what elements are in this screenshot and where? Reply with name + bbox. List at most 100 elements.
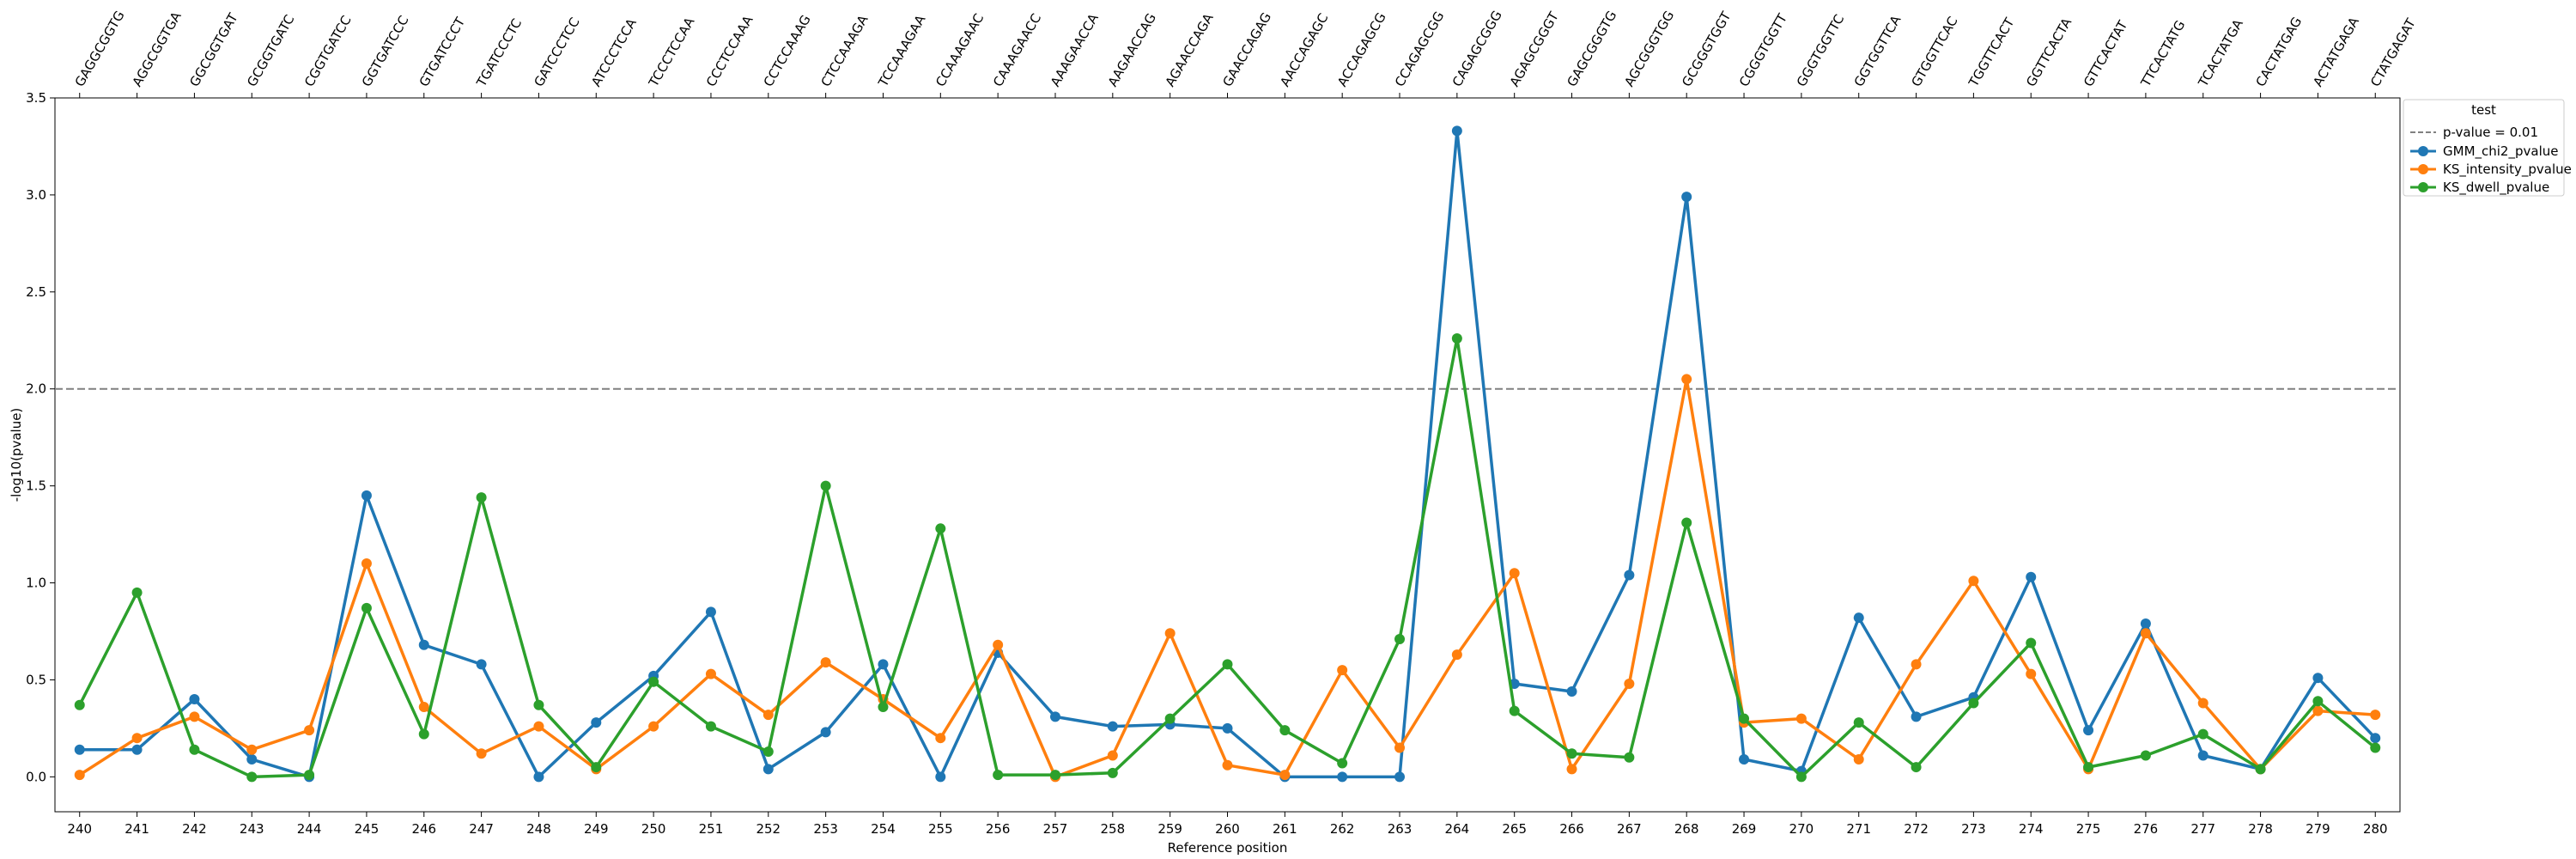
data-point xyxy=(2026,637,2037,649)
x-tick-label: 279 xyxy=(2306,821,2330,837)
x-tick-label: 270 xyxy=(1789,821,1814,837)
series-layer xyxy=(74,125,2381,783)
data-point xyxy=(2197,698,2208,709)
data-point xyxy=(1911,711,1922,722)
data-point xyxy=(1049,770,1060,781)
legend-swatch-marker xyxy=(2418,164,2428,174)
x-tick-label: 249 xyxy=(584,821,609,837)
data-point xyxy=(1451,649,1462,661)
x-tick-label: 241 xyxy=(125,821,149,837)
data-point xyxy=(1795,713,1807,724)
data-point xyxy=(1337,758,1348,769)
data-point xyxy=(533,699,544,710)
x-tick-label: 265 xyxy=(1502,821,1527,837)
axis-labels-layer: Reference position -log10(pvalue) xyxy=(9,408,1287,856)
data-point xyxy=(2083,725,2094,736)
data-point xyxy=(935,733,946,744)
data-point xyxy=(74,770,85,781)
x-tick-label: 248 xyxy=(526,821,551,837)
data-point xyxy=(131,587,143,598)
data-point xyxy=(2312,696,2324,707)
x-tick-label: 269 xyxy=(1732,821,1757,837)
x-tick-label: 251 xyxy=(699,821,724,837)
x-axis-title: Reference position xyxy=(1168,840,1288,856)
x-tick-label: 261 xyxy=(1273,821,1297,837)
data-point xyxy=(1624,678,1635,689)
data-point xyxy=(1164,628,1176,639)
data-point xyxy=(1279,770,1291,781)
data-point xyxy=(2370,742,2381,753)
x-tick-label: 245 xyxy=(355,821,380,837)
top-kmer-label: ACCAGAGCG xyxy=(1334,10,1389,89)
data-point xyxy=(2083,762,2094,773)
data-point xyxy=(361,602,372,613)
top-kmer-label: CCAGAGCGG xyxy=(1392,9,1448,89)
y-tick-label: 3.5 xyxy=(26,90,46,106)
top-kmer-label: CACTATGAG xyxy=(2252,15,2305,89)
data-point xyxy=(591,717,602,728)
data-point xyxy=(762,746,774,757)
x-tick-label: 240 xyxy=(67,821,92,837)
data-point xyxy=(1394,742,1406,753)
top-kmer-label: CTCCAAAGA xyxy=(818,12,872,89)
x-tick-label: 250 xyxy=(641,821,666,837)
y-tick-label: 2.0 xyxy=(26,381,46,397)
x-tick-label: 246 xyxy=(411,821,436,837)
data-point xyxy=(820,480,831,491)
data-point xyxy=(1624,570,1635,581)
top-kmer-label: AACCAGAGC xyxy=(1277,10,1331,89)
data-point xyxy=(1853,612,1864,624)
x-tick-label: 257 xyxy=(1043,821,1068,837)
top-kmer-label: CCAAAGAAC xyxy=(933,11,987,89)
top-kmer-label: TTCACTATG xyxy=(2137,18,2188,90)
data-point xyxy=(1222,722,1233,734)
legend-swatch-marker xyxy=(2418,182,2428,192)
top-kmer-label: GTGGTTCAC xyxy=(1908,14,1960,89)
top-kmer-label: GTGATCCCT xyxy=(416,14,469,89)
x-tick-label: 276 xyxy=(2134,821,2159,837)
data-point xyxy=(1451,125,1462,137)
x-tick-label: 278 xyxy=(2248,821,2273,837)
legend-box xyxy=(2403,99,2565,197)
data-point xyxy=(189,744,200,755)
legend-entry-label: KS_dwell_pvalue xyxy=(2443,180,2549,196)
data-point xyxy=(1566,748,1577,759)
series-GMM_chi2_pvalue xyxy=(74,125,2381,783)
top-kmer-label: CGGGTGGTT xyxy=(1736,10,1790,89)
legend-entry-label: GMM_chi2_pvalue xyxy=(2443,143,2558,160)
data-point xyxy=(762,710,774,721)
data-point xyxy=(476,659,487,670)
data-point xyxy=(1911,762,1922,773)
data-point xyxy=(1566,685,1577,697)
data-point xyxy=(1164,713,1176,724)
data-point xyxy=(2197,728,2208,740)
top-kmer-label: TCACTATGA xyxy=(2195,16,2246,90)
top-kmer-label: GCGGTGATC xyxy=(244,12,297,89)
data-point xyxy=(1394,771,1406,783)
top-kmer-label: CCTCCAAAG xyxy=(761,12,814,89)
data-point xyxy=(131,744,143,755)
data-point xyxy=(648,721,659,732)
x-tick-label: 277 xyxy=(2190,821,2215,837)
data-point xyxy=(2197,750,2208,761)
x-tick-label: 267 xyxy=(1617,821,1642,837)
data-point xyxy=(74,744,85,755)
y-tick-label: 1.5 xyxy=(26,478,46,494)
top-kmer-label: AGCGGGTGG xyxy=(1621,8,1677,89)
data-point xyxy=(762,764,774,775)
x-tick-label: 243 xyxy=(240,821,264,837)
top-kmer-label: AAAGAACCA xyxy=(1048,10,1102,89)
data-point xyxy=(878,659,889,670)
data-point xyxy=(935,771,946,783)
plot-axes: 240 GAGGCGGTG 241 AGGCGGTGA 242 GGCGGTGAT 243 G… xyxy=(26,8,2419,837)
data-point xyxy=(1509,568,1520,579)
data-point xyxy=(246,754,258,765)
x-tick-label: 271 xyxy=(1846,821,1871,837)
data-point xyxy=(1337,771,1348,783)
top-kmer-label: TGGTTCACT xyxy=(1965,15,2018,90)
data-point xyxy=(246,744,258,755)
top-kmer-label: TCCCTCCAA xyxy=(645,15,697,90)
data-point xyxy=(1681,192,1692,203)
x-tick-label: 280 xyxy=(2363,821,2388,837)
